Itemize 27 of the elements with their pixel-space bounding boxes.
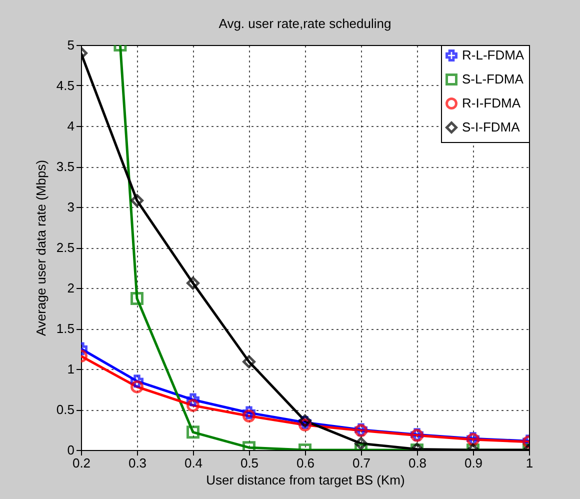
y-tick-label: 3.5 [56, 159, 74, 174]
x-axis-title: User distance from target BS (Km) [206, 472, 405, 488]
legend-label: S-I-FDMA [462, 120, 520, 134]
x-tick-label: 0.2 [72, 456, 91, 470]
y-tick-label: 0 [67, 442, 74, 458]
y-tick-label: 4 [67, 118, 74, 134]
y-tick-label: 1.5 [56, 321, 74, 336]
y-tick-label: 2.5 [56, 240, 74, 255]
x-tick-label: 0.8 [408, 456, 427, 470]
x-tick-label: 0.6 [296, 456, 315, 470]
y-axis-title: Average user data rate (Mbps) [33, 160, 48, 336]
y-tick-label: 5 [67, 38, 74, 52]
x-tick-label: 0.7 [352, 456, 371, 470]
y-tick-label: 2 [67, 280, 74, 296]
y-tick-label: 4.5 [56, 78, 74, 93]
x-tick-label: 0.3 [128, 456, 147, 470]
legend-label: R-I-FDMA [462, 96, 521, 110]
x-tick-label: 1 [526, 456, 534, 470]
x-tick-label: 0.4 [184, 456, 203, 470]
legend-label: R-L-FDMA [462, 48, 524, 62]
legend-label: S-L-FDMA [462, 72, 524, 86]
chart-title: Avg. user rate,rate scheduling [218, 16, 392, 31]
y-tick-label: 3 [67, 200, 74, 214]
x-tick-label: 0.5 [240, 456, 259, 470]
y-tick-label: 1 [67, 362, 74, 376]
x-tick-label: 0.9 [464, 456, 483, 470]
y-tick-label: 0.5 [56, 402, 74, 417]
